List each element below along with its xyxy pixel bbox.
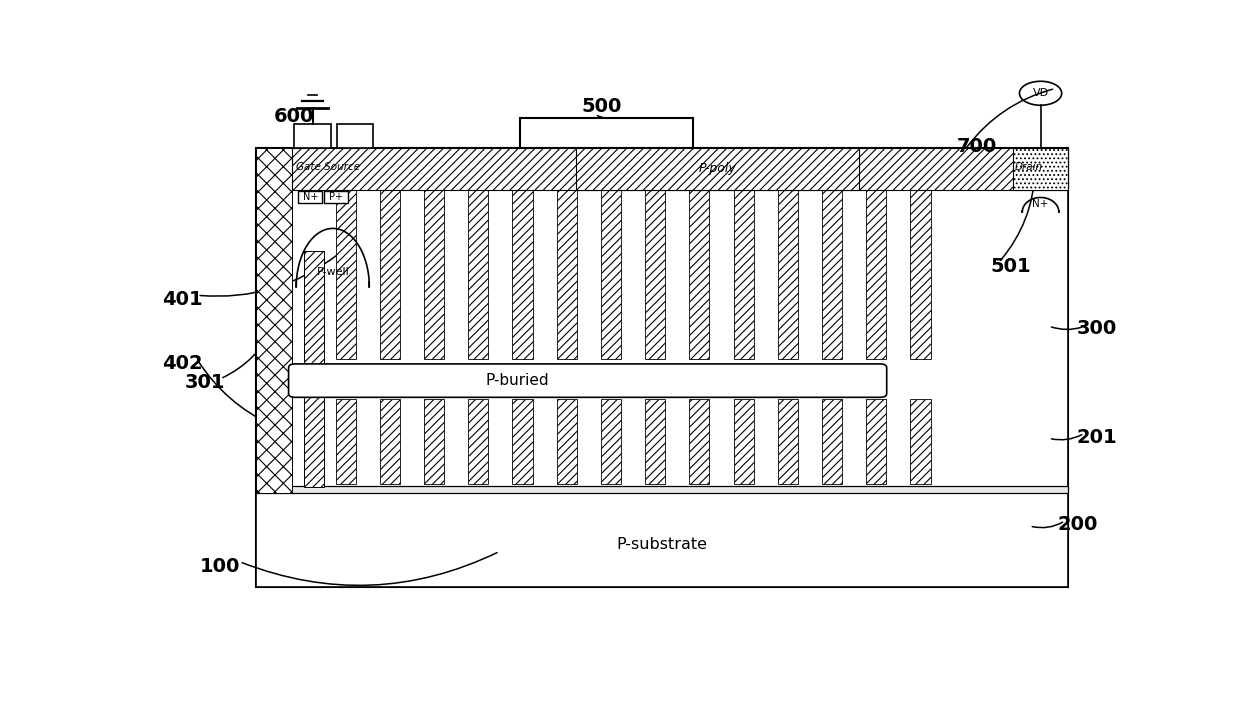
- Bar: [777, 398, 797, 484]
- Bar: [734, 189, 754, 359]
- Bar: [1013, 148, 1068, 189]
- Text: 300: 300: [1076, 318, 1117, 337]
- Text: P-well: P-well: [316, 267, 350, 277]
- Text: 500: 500: [582, 97, 622, 116]
- Text: 201: 201: [1076, 428, 1117, 447]
- Text: P-substrate: P-substrate: [616, 537, 708, 552]
- Bar: [424, 398, 444, 484]
- Text: 401: 401: [161, 289, 202, 308]
- Bar: [734, 398, 754, 484]
- Text: 100: 100: [200, 557, 241, 576]
- Bar: [689, 189, 709, 359]
- Bar: [294, 124, 331, 148]
- Bar: [304, 251, 324, 487]
- Bar: [601, 398, 621, 484]
- Bar: [255, 148, 1068, 493]
- Text: Gate Source: Gate Source: [296, 162, 361, 172]
- Bar: [255, 148, 293, 493]
- Bar: [866, 189, 887, 359]
- Text: 700: 700: [956, 137, 997, 156]
- Bar: [512, 398, 533, 484]
- Text: P-buried: P-buried: [486, 373, 549, 388]
- Text: 600: 600: [274, 107, 315, 126]
- Bar: [336, 189, 356, 359]
- Text: P+: P+: [329, 192, 343, 202]
- Bar: [379, 398, 401, 484]
- Bar: [822, 189, 842, 359]
- Bar: [512, 189, 533, 359]
- Bar: [255, 486, 1068, 493]
- Bar: [336, 398, 356, 484]
- Bar: [910, 189, 930, 359]
- Text: N+: N+: [1033, 199, 1049, 208]
- Bar: [689, 398, 709, 484]
- Bar: [469, 398, 489, 484]
- Bar: [336, 124, 373, 148]
- Bar: [822, 398, 842, 484]
- Bar: [910, 398, 930, 484]
- Text: P-poly: P-poly: [699, 162, 737, 175]
- Bar: [557, 398, 577, 484]
- Bar: [324, 191, 348, 203]
- Bar: [866, 398, 887, 484]
- Text: VD: VD: [1033, 88, 1049, 99]
- Bar: [575, 148, 859, 189]
- Bar: [298, 191, 322, 203]
- Bar: [777, 189, 797, 359]
- Text: 402: 402: [161, 354, 202, 373]
- Bar: [557, 189, 577, 359]
- Text: 501: 501: [990, 257, 1030, 276]
- Bar: [424, 189, 444, 359]
- Bar: [379, 189, 401, 359]
- Bar: [645, 398, 666, 484]
- Text: 301: 301: [185, 373, 226, 392]
- Bar: [255, 493, 1068, 587]
- Bar: [601, 189, 621, 359]
- FancyBboxPatch shape: [289, 364, 887, 397]
- Bar: [255, 148, 1068, 587]
- Bar: [469, 189, 489, 359]
- Text: N+: N+: [303, 192, 317, 202]
- Bar: [293, 148, 1068, 189]
- Bar: [645, 189, 666, 359]
- Text: Drain: Drain: [1016, 162, 1043, 172]
- Text: 200: 200: [1058, 515, 1097, 534]
